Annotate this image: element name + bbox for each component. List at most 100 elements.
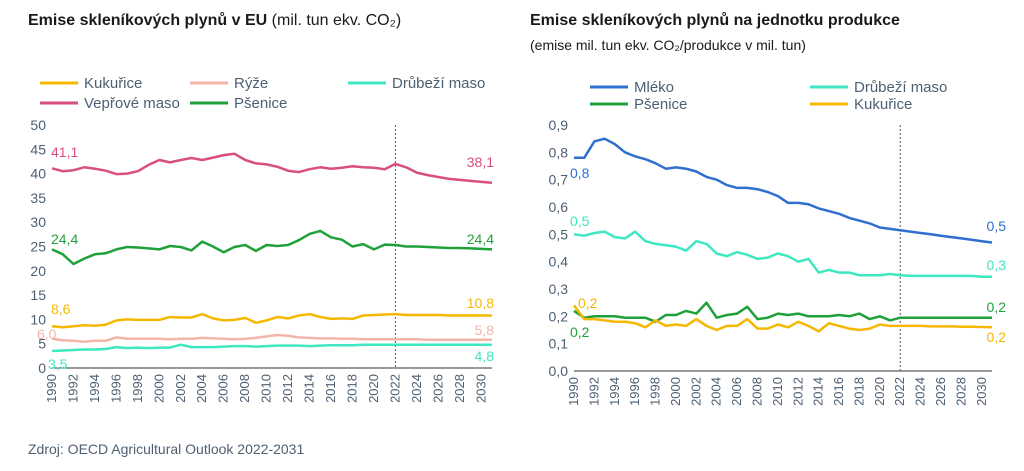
right-series-line-mleko — [574, 137, 993, 244]
right-xtick-label: 1996 — [627, 377, 642, 406]
right-series-line-psenice — [573, 301, 992, 324]
left-xtick-label: 2006 — [216, 374, 231, 403]
right-start-label-psenice: 0,2 — [570, 324, 590, 340]
right-ytick-label: 0,2 — [549, 308, 569, 324]
left-series-line-psenice — [51, 229, 493, 266]
left-xtick-label: 1994 — [87, 374, 102, 403]
right-legend-label-mleko: Mléko — [634, 79, 674, 96]
right-xtick-label: 2010 — [770, 377, 785, 406]
right-xtick-label: 2026 — [933, 377, 948, 406]
right-series-line-drubezi-maso — [573, 230, 992, 278]
right-ytick-label: 0,5 — [549, 226, 569, 242]
left-chart-title-unit: (mil. tun ekv. CO₂) — [271, 12, 402, 29]
left-ytick-label: 0 — [38, 360, 46, 376]
left-series-line-drubezi-maso — [51, 343, 492, 353]
left-series-line-veprove-maso — [51, 152, 493, 185]
left-xtick-label: 2028 — [452, 374, 467, 403]
left-chart-title: Emise skleníkových plynů v EU (mil. tun … — [28, 12, 401, 30]
right-ytick-label: 0,1 — [549, 336, 569, 352]
left-end-label-kukurice: 10,8 — [467, 295, 494, 311]
left-ytick-label: 40 — [30, 166, 46, 182]
left-xtick-label: 2012 — [280, 374, 295, 403]
left-xtick-label: 2002 — [173, 374, 188, 403]
right-legend-label-drubezi-maso: Drůbeží maso — [854, 79, 947, 96]
right-legend-label-kukurice: Kukuřice — [854, 96, 912, 113]
left-xtick-label: 2010 — [259, 374, 274, 403]
left-legend-label-kukurice: Kukuřice — [84, 75, 142, 92]
left-legend-label-veprove-maso: Vepřové maso — [84, 95, 180, 112]
left-xtick-label: 2018 — [344, 374, 359, 403]
right-ytick-label: 0,4 — [549, 254, 569, 270]
left-ytick-label: 50 — [30, 117, 46, 133]
right-end-label-drubezi-maso: 0,3 — [987, 257, 1007, 273]
right-xtick-label: 1994 — [607, 377, 622, 406]
right-end-label-psenice: 0,2 — [987, 299, 1007, 315]
right-chart-subtitle: (emise mil. tun ekv. CO₂/produkce v mil.… — [530, 37, 806, 53]
left-series-line-ryze — [51, 333, 492, 344]
left-legend-label-psenice: Pšenice — [234, 95, 287, 112]
right-xtick-label: 2030 — [974, 377, 989, 406]
left-xtick-label: 2008 — [237, 374, 252, 403]
left-xtick-label: 2004 — [194, 374, 209, 403]
right-xtick-label: 1992 — [586, 377, 601, 406]
left-legend-label-ryze: Rýže — [234, 75, 268, 92]
left-xtick-label: 1996 — [108, 374, 123, 403]
right-xtick-label: 2002 — [688, 377, 703, 406]
right-xtick-label: 2012 — [790, 377, 805, 406]
left-end-label-ryze: 5,8 — [475, 322, 495, 338]
right-chart-title: Emise skleníkových plynů na jednotku pro… — [530, 12, 900, 29]
right-xtick-label: 2028 — [953, 377, 968, 406]
right-xtick-label: 1990 — [566, 377, 581, 406]
left-end-label-psenice: 24,4 — [467, 231, 494, 247]
left-xtick-label: 1990 — [44, 374, 59, 403]
right-start-label-drubezi-maso: 0,5 — [570, 213, 590, 229]
left-legend-label-drubezi-maso: Drůbeží maso — [392, 75, 485, 92]
left-chart-title-main: Emise skleníkových plynů v EU — [28, 12, 268, 29]
right-xtick-label: 1998 — [648, 377, 663, 406]
left-start-label-drubezi-maso: 3,5 — [48, 356, 68, 372]
right-series-line-kukurice — [572, 304, 993, 333]
source-note: Zdroj: OECD Agricultural Outlook 2022-20… — [28, 441, 305, 457]
left-ytick-label: 25 — [30, 239, 46, 255]
right-ytick-label: 0,8 — [549, 144, 569, 160]
left-xtick-label: 1998 — [130, 374, 145, 403]
left-xtick-label: 2026 — [430, 374, 445, 403]
right-ytick-label: 0,0 — [549, 363, 569, 379]
right-ytick-label: 0,6 — [549, 199, 569, 215]
right-xtick-label: 2018 — [851, 377, 866, 406]
right-xtick-label: 2024 — [913, 377, 928, 406]
left-xtick-label: 2022 — [387, 374, 402, 403]
right-xtick-label: 2022 — [892, 377, 907, 406]
left-start-label-ryze: 6,0 — [37, 326, 57, 342]
right-legend-label-psenice: Pšenice — [634, 96, 687, 113]
right-ytick-label: 0,3 — [549, 281, 569, 297]
left-end-label-veprove-maso: 38,1 — [467, 154, 494, 170]
right-start-label-mleko: 0,8 — [570, 165, 590, 181]
left-xtick-label: 1992 — [65, 374, 80, 403]
left-xtick-label: 2020 — [366, 374, 381, 403]
right-end-label-kukurice: 0,2 — [987, 329, 1007, 345]
left-xtick-label: 2014 — [302, 374, 317, 403]
right-xtick-label: 2004 — [709, 377, 724, 406]
left-xtick-label: 2024 — [409, 374, 424, 403]
left-start-label-kukurice: 8,6 — [51, 301, 71, 317]
right-xtick-label: 2014 — [811, 377, 826, 406]
right-xtick-label: 2008 — [750, 377, 765, 406]
left-xtick-label: 2000 — [151, 374, 166, 403]
left-ytick-label: 5 — [38, 336, 46, 352]
left-xtick-label: 2030 — [473, 374, 488, 403]
right-ytick-label: 0,9 — [549, 117, 569, 133]
left-start-label-psenice: 24,4 — [51, 231, 78, 247]
left-ytick-label: 35 — [30, 190, 46, 206]
left-xtick-label: 2016 — [323, 374, 338, 403]
left-ytick-label: 30 — [30, 214, 46, 230]
left-ytick-label: 20 — [30, 263, 46, 279]
right-xtick-label: 2000 — [668, 377, 683, 406]
left-ytick-label: 15 — [30, 287, 46, 303]
left-start-label-veprove-maso: 41,1 — [51, 144, 78, 160]
left-ytick-label: 10 — [30, 311, 46, 327]
left-ytick-label: 45 — [30, 141, 46, 157]
right-start-label-kukurice: 0,2 — [578, 295, 598, 311]
